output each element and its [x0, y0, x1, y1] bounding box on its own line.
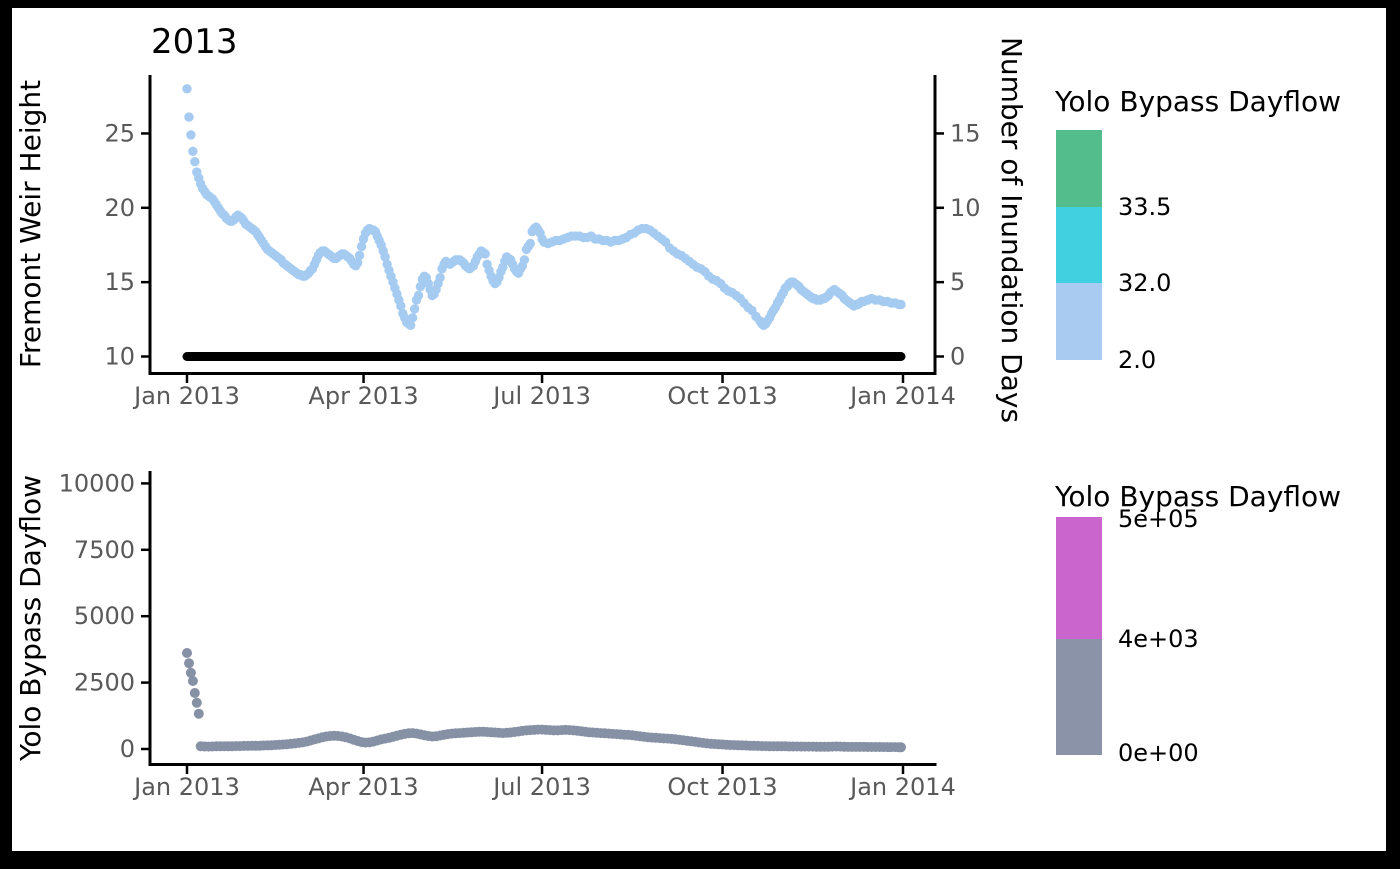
data-point [896, 299, 906, 310]
data-point [190, 157, 200, 167]
figure-background [12, 8, 1386, 851]
legend-swatch-gray [1056, 639, 1102, 755]
legend-top-label-32.0: 32.0 [1118, 269, 1171, 297]
data-point [353, 258, 363, 268]
x-tick-label: Apr 2013 [308, 382, 418, 410]
legend-swatch-cyan [1056, 207, 1102, 283]
data-point [380, 252, 390, 262]
x-tick-label: Jan 2013 [132, 382, 240, 410]
legend-top-label-2.0: 2.0 [1118, 346, 1156, 374]
y-tick-label: 5 [950, 268, 965, 296]
y-tick-label: 10 [104, 343, 135, 371]
legend-top-title: Yolo Bypass Dayflow [1054, 85, 1341, 118]
x-tick-label: Jan 2014 [848, 382, 956, 410]
x-tick-label: Jul 2013 [491, 382, 591, 410]
legend-top: Yolo Bypass Dayflow 33.5 32.0 2.0 [1054, 85, 1341, 374]
yolo-bypass-dayflow-points [182, 648, 906, 753]
data-point [184, 658, 194, 669]
data-point [896, 742, 906, 753]
data-point [186, 130, 196, 140]
y-tick-label: 2500 [74, 669, 135, 697]
y-tick-label: 20 [104, 194, 135, 222]
data-point [182, 84, 192, 94]
legend-bottom-label-4e03: 4e+03 [1118, 625, 1199, 653]
legend-swatch-green [1056, 130, 1102, 207]
bottom-x-ticks: Jan 2013 Apr 2013 Jul 2013 Oct 2013 Jan 2014 [132, 766, 956, 801]
legend-bottom-title: Yolo Bypass Dayflow [1054, 480, 1341, 513]
legend-bottom-label-0e00: 0e+00 [1118, 739, 1199, 767]
data-point [354, 250, 365, 261]
legend-bottom: Yolo Bypass Dayflow 5e+05 4e+03 0e+00 [1054, 480, 1341, 767]
data-point [435, 273, 445, 283]
legend-swatch-magenta [1056, 517, 1102, 639]
top-x-ticks: Jan 2013 Apr 2013 Jul 2013 Oct 2013 Jan 2014 [132, 375, 956, 410]
data-point [415, 281, 426, 292]
data-point [407, 313, 418, 323]
legend-top-label-33.5: 33.5 [1118, 193, 1171, 221]
x-tick-label: Jan 2013 [132, 773, 240, 801]
data-point [193, 708, 204, 719]
data-point [480, 249, 490, 259]
fremont-weir-height-points [182, 84, 906, 330]
y-tick-label: 15 [104, 268, 135, 296]
top-y-left-ticks: 25 20 15 10 [104, 119, 149, 371]
x-tick-label: Jan 2014 [848, 773, 956, 801]
data-point [409, 304, 420, 314]
y-tick-label: 7500 [74, 536, 135, 564]
data-point [413, 290, 424, 301]
x-tick-label: Apr 2013 [308, 773, 418, 801]
legend-swatch-lightblue [1056, 283, 1102, 360]
x-tick-label: Oct 2013 [667, 382, 777, 410]
data-point [189, 688, 200, 698]
top-y-left-axis-label: Fremont Weir Height [14, 80, 47, 368]
top-y-right-ticks: 15 10 5 0 [936, 119, 981, 371]
data-point [519, 255, 530, 265]
y-tick-label: 0 [950, 343, 965, 371]
data-point [191, 697, 202, 708]
y-tick-label: 15 [950, 119, 981, 147]
bottom-panel: Yolo Bypass Dayflow 10000 7500 5000 2500 0 J… [14, 469, 956, 801]
data-point [187, 676, 198, 686]
bottom-y-ticks: 10000 7500 5000 2500 0 [59, 469, 149, 763]
top-panel: 2013 Fremont Weir Height Number of Inund… [14, 22, 1028, 423]
data-point [525, 238, 535, 249]
plot-title: 2013 [151, 22, 238, 62]
legend-bottom-label-5e05: 5e+05 [1118, 505, 1199, 533]
y-tick-label: 10 [950, 194, 981, 222]
top-y-right-axis-label: Number of Inundation Days [995, 37, 1028, 423]
y-tick-label: 10000 [59, 469, 135, 497]
data-point [356, 241, 367, 252]
data-point [185, 667, 196, 678]
data-point [188, 146, 198, 156]
y-tick-label: 0 [120, 735, 135, 763]
bottom-y-axis-label: Yolo Bypass Dayflow [14, 475, 47, 762]
x-tick-label: Oct 2013 [667, 773, 777, 801]
data-point [396, 301, 406, 311]
x-tick-label: Jul 2013 [491, 773, 591, 801]
y-tick-label: 25 [104, 119, 135, 147]
data-point [405, 320, 416, 330]
data-point [184, 112, 194, 122]
data-point [182, 648, 192, 658]
y-tick-label: 5000 [74, 602, 135, 630]
